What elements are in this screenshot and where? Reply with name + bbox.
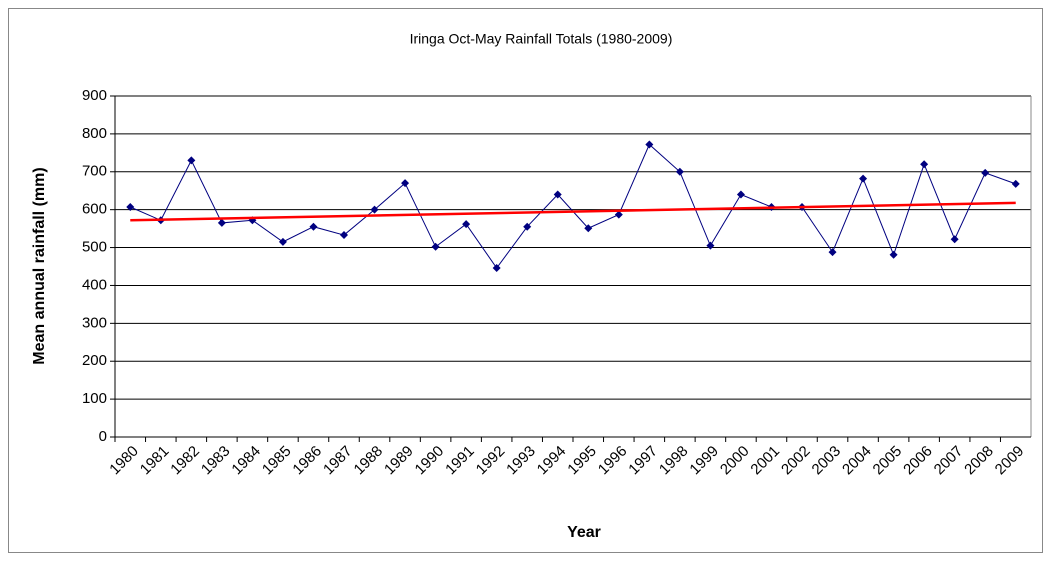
data-point xyxy=(920,160,929,169)
y-tick-label: 200 xyxy=(82,352,107,369)
y-tick-label: 500 xyxy=(82,239,107,256)
data-point xyxy=(492,264,501,273)
data-point xyxy=(584,224,593,233)
y-tick-label: 100 xyxy=(82,390,107,407)
y-tick-label: 700 xyxy=(82,163,107,180)
data-point xyxy=(187,156,196,165)
data-point xyxy=(401,179,410,188)
data-point xyxy=(675,167,684,176)
chart-border xyxy=(8,8,1043,553)
data-point xyxy=(309,222,318,231)
y-tick-label: 900 xyxy=(82,87,107,104)
data-point xyxy=(126,203,135,212)
data-point xyxy=(736,190,745,199)
data-point xyxy=(645,140,654,149)
data-point xyxy=(950,235,959,244)
data-point xyxy=(828,248,837,257)
data-point xyxy=(370,205,379,214)
y-axis-label: Mean annual rainfall (mm) xyxy=(31,167,48,364)
data-point xyxy=(1011,179,1020,188)
y-tick-label: 600 xyxy=(82,201,107,218)
data-point xyxy=(278,237,287,246)
trend-line xyxy=(130,201,1016,222)
y-tick-label: 300 xyxy=(82,314,107,331)
data-point xyxy=(614,210,623,219)
y-tick-label: 800 xyxy=(82,125,107,142)
data-point xyxy=(889,250,898,259)
data-point xyxy=(859,174,868,183)
data-point xyxy=(553,190,562,199)
data-point xyxy=(431,242,440,251)
y-tick-label: 400 xyxy=(82,276,107,293)
data-point xyxy=(217,218,226,227)
data-point xyxy=(462,220,471,229)
data-point xyxy=(340,231,348,240)
x-axis-label: Year xyxy=(567,524,601,541)
data-point xyxy=(981,168,990,177)
data-point xyxy=(706,241,715,250)
y-tick-label: 0 xyxy=(99,428,107,445)
data-point xyxy=(523,222,532,231)
chart-title: Iringa Oct-May Rainfall Totals (1980-200… xyxy=(410,31,673,47)
